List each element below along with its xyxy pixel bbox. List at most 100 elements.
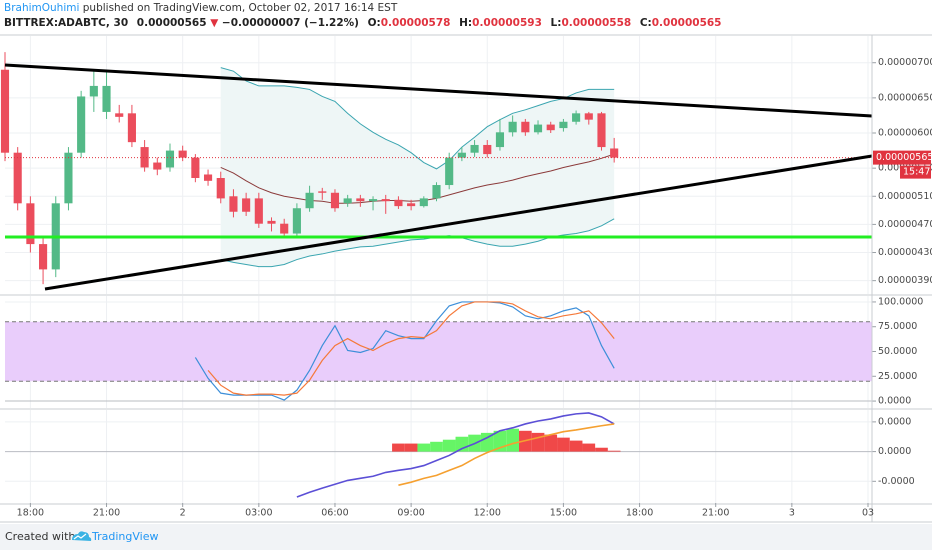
histogram-bar <box>569 440 583 452</box>
candle-body <box>77 96 86 153</box>
candle-body <box>292 208 301 234</box>
logo-line <box>73 533 87 540</box>
candle-body <box>419 198 428 207</box>
candle-body <box>394 199 403 207</box>
y-tick-label: 25.0000 <box>878 371 917 382</box>
candle-body <box>115 113 124 117</box>
ohlc-key: O: <box>367 17 381 29</box>
candle-body <box>495 132 505 148</box>
candle-body <box>457 152 466 158</box>
candle-body <box>305 192 314 209</box>
indicator-line <box>296 412 615 498</box>
drawings <box>4 63 873 291</box>
histogram-bar <box>392 443 405 452</box>
x-tick-label: 2 <box>180 508 186 519</box>
ohlc-key: C: <box>639 17 652 29</box>
histogram-bar <box>480 432 494 452</box>
candle-body <box>39 244 48 270</box>
candle-body <box>597 113 606 148</box>
y-tick-label: 75.0000 <box>878 321 917 332</box>
header-line: BrahimOuhimi published on TradingView.co… <box>4 2 397 14</box>
candle-body <box>381 199 390 202</box>
histogram-bar <box>506 428 519 452</box>
candle-body <box>343 198 352 204</box>
indicator-line <box>220 153 615 204</box>
candle-body <box>470 144 479 153</box>
indicator-line <box>207 301 615 396</box>
logo <box>72 531 92 541</box>
x-tick-label: 21:00 <box>93 508 120 519</box>
histogram-bar <box>531 432 545 452</box>
candle-body <box>242 198 251 212</box>
x-tick-label: 3 <box>789 508 795 519</box>
y-tick-label: 0.00000700 <box>878 57 932 68</box>
candle-body <box>559 121 568 129</box>
y-tick-label: 0.00000470 <box>878 219 932 230</box>
countdown-label: 15:47 <box>903 167 930 178</box>
candle-body <box>368 199 378 202</box>
histogram-bar <box>557 437 570 452</box>
candle-body <box>0 69 10 153</box>
candle-body <box>445 157 454 186</box>
chart-layer <box>0 36 872 503</box>
candle-body <box>26 203 35 245</box>
candle-body <box>330 192 340 209</box>
candle-body <box>267 220 276 224</box>
candle-body <box>102 85 111 112</box>
axis-layer: 0.000007000.000006500.000006000.00000550… <box>0 34 932 523</box>
candle-body <box>584 113 593 120</box>
y-tick-label: 0.00000650 <box>878 92 932 103</box>
candle-body <box>318 191 327 193</box>
candle-body <box>64 152 73 204</box>
y-tick-label: 0.00000600 <box>878 128 932 139</box>
last-price: 0.00000565 <box>136 17 207 29</box>
candle-body <box>432 185 441 199</box>
candle-body <box>280 223 289 234</box>
y-tick-label: -0.0000 <box>878 476 915 487</box>
y-tick-label: 0.00000390 <box>878 275 932 286</box>
candle-body <box>508 121 517 133</box>
last-price-box <box>873 150 931 165</box>
trend-line <box>44 154 873 291</box>
footer-brand: TradingView <box>91 530 158 543</box>
logo-cloud <box>72 531 92 541</box>
ohlc-value: 0.00000593 <box>472 17 542 29</box>
candle-body <box>356 198 365 202</box>
band-fill <box>220 67 615 267</box>
x-tick-label: 09:00 <box>397 508 424 519</box>
candle-body <box>127 113 136 143</box>
author[interactable]: BrahimOuhimi <box>4 2 80 14</box>
header-quote: BITTREX:ADABTC, 30 0.00000565 ▼ −0.00000… <box>4 17 722 29</box>
candle-body <box>178 150 187 158</box>
histogram-bar <box>417 443 431 452</box>
countdown-box <box>900 165 931 179</box>
histogram-bar <box>442 439 456 452</box>
histogram-bar <box>544 434 558 452</box>
x-tick-label: 06:00 <box>321 508 348 519</box>
histogram-bar <box>404 443 418 452</box>
y-tick-label: 0.00000430 <box>878 247 932 258</box>
x-tick-label: 03 <box>862 508 874 519</box>
ohlc-key: H: <box>459 17 473 29</box>
candle-body <box>216 178 225 199</box>
candle-body <box>191 157 200 179</box>
candle-body <box>610 148 619 158</box>
x-tick-label: 18:00 <box>626 508 653 519</box>
candle-body <box>165 150 175 168</box>
published: published on TradingView.com, October 02… <box>82 2 398 14</box>
y-tick-label: 0.0000 <box>878 416 911 427</box>
histogram-bar <box>430 441 443 452</box>
last-price-label: 0.00000565 <box>876 152 932 163</box>
candle-body <box>533 124 543 133</box>
footer-band <box>0 524 932 550</box>
y-tick-label: 50.0000 <box>878 346 917 357</box>
y-tick-label: 0.00000510 <box>878 191 932 202</box>
candle-body <box>483 144 492 155</box>
indicator-line <box>220 67 615 170</box>
histogram-bar <box>595 447 608 452</box>
band-fill <box>5 321 872 382</box>
candle-body <box>153 162 162 170</box>
candle-body <box>203 174 213 181</box>
candle-body <box>407 203 416 207</box>
